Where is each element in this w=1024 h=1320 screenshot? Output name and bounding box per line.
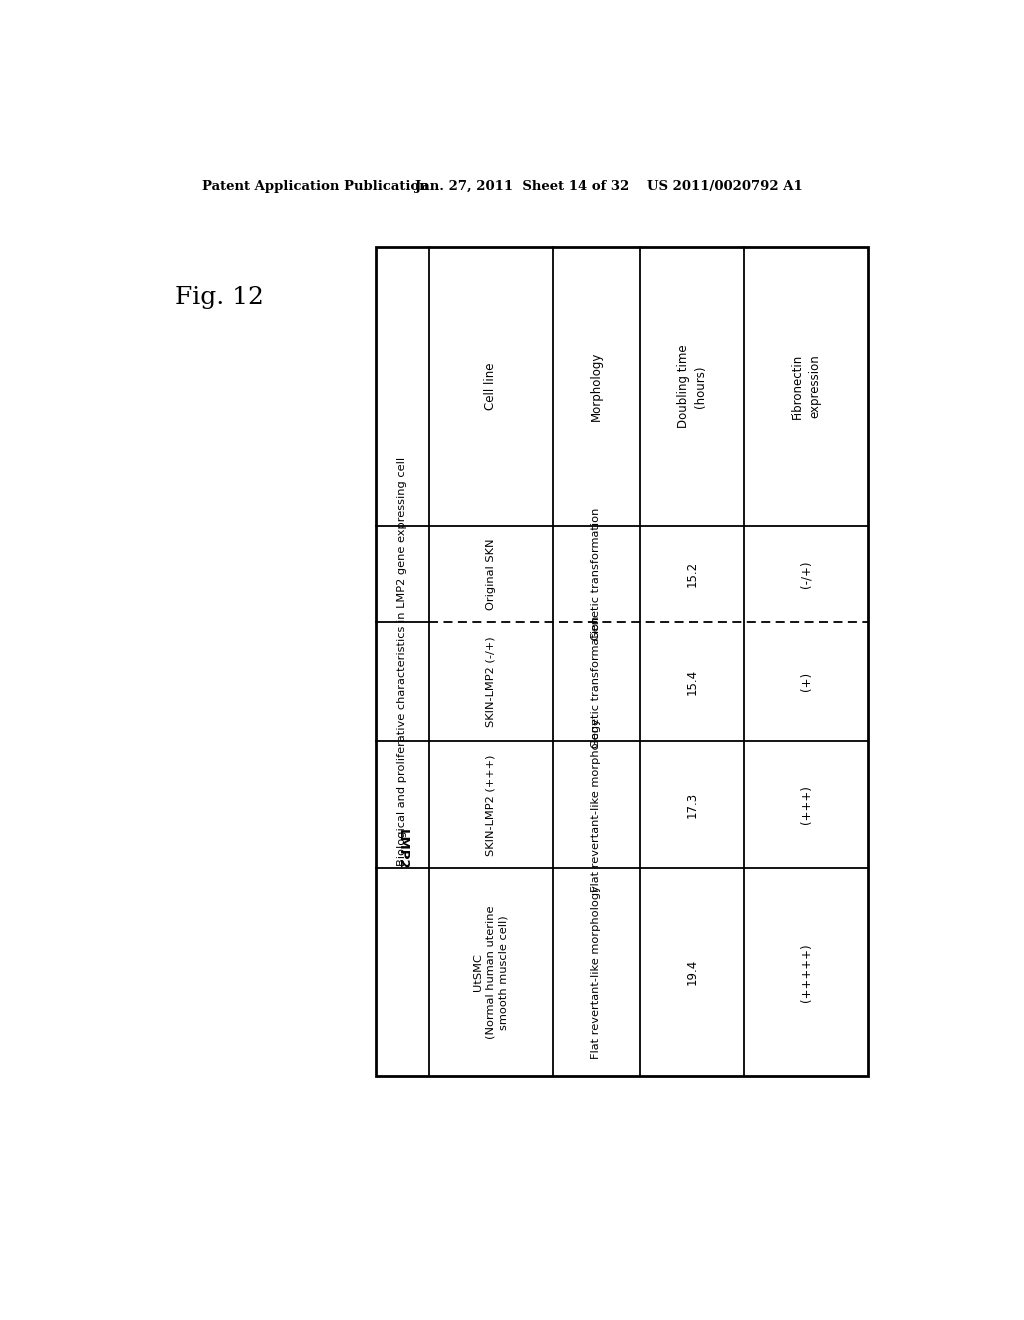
Bar bbox=[376, 247, 868, 1076]
Text: Fibronectin
expression: Fibronectin expression bbox=[792, 354, 821, 418]
Text: Doubling time
(hours): Doubling time (hours) bbox=[677, 345, 707, 428]
Text: SKIN-LMP2 (-/+): SKIN-LMP2 (-/+) bbox=[485, 636, 496, 727]
Text: (+): (+) bbox=[800, 672, 813, 692]
Text: Fig. 12: Fig. 12 bbox=[175, 285, 264, 309]
Text: Morphology: Morphology bbox=[590, 351, 602, 421]
Text: 17.3: 17.3 bbox=[685, 792, 698, 818]
Text: UtSMC
(Normal human uterine
smooth muscle cell): UtSMC (Normal human uterine smooth muscl… bbox=[473, 906, 508, 1039]
Text: Original SKN: Original SKN bbox=[485, 539, 496, 610]
Text: Flat revertant-like morphology: Flat revertant-like morphology bbox=[591, 886, 601, 1059]
Text: 15.4: 15.4 bbox=[685, 668, 698, 694]
Text: (+++): (+++) bbox=[800, 785, 813, 824]
Text: (+++++): (+++++) bbox=[800, 942, 813, 1002]
Text: SKIN-LMP2 (+++): SKIN-LMP2 (+++) bbox=[485, 754, 496, 855]
Text: Biological and proliferative characteristics in LMP2 gene expressing cell: Biological and proliferative characteris… bbox=[397, 457, 408, 866]
Text: Jan. 27, 2011  Sheet 14 of 32: Jan. 27, 2011 Sheet 14 of 32 bbox=[415, 181, 629, 194]
Text: 19.4: 19.4 bbox=[685, 960, 698, 986]
Text: US 2011/0020792 A1: US 2011/0020792 A1 bbox=[647, 181, 803, 194]
Text: 15.2: 15.2 bbox=[685, 561, 698, 587]
Text: Genetic transformation: Genetic transformation bbox=[591, 508, 601, 640]
Text: (-/+): (-/+) bbox=[800, 560, 813, 587]
Text: Flat revertant-like morphology: Flat revertant-like morphology bbox=[591, 718, 601, 892]
Text: Genetic transformation: Genetic transformation bbox=[591, 615, 601, 748]
Text: Patent Application Publication: Patent Application Publication bbox=[202, 181, 428, 194]
Text: Cell line: Cell line bbox=[484, 363, 498, 411]
Text: LMP2: LMP2 bbox=[396, 829, 409, 870]
